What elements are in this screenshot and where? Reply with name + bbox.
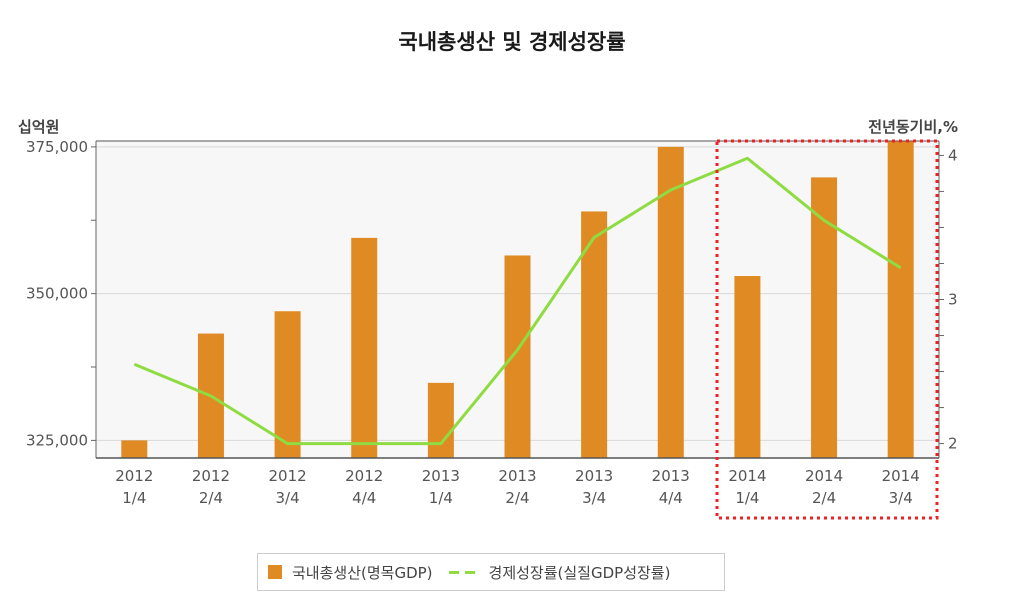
legend: 국내총생산(명목GDP) 경제성장률(실질GDP성장률) [257,553,725,591]
x-tick-label-quarter: 1/4 [735,489,759,507]
highlight-box [715,139,939,520]
gdp-bar [427,382,454,458]
x-tick-label-quarter: 3/4 [889,489,913,507]
x-tick-label-year: 2012 [192,467,230,485]
gdp-bar [274,311,301,458]
x-tick-label-quarter: 3/4 [276,489,300,507]
left-axis-tick-label: 325,000 [26,431,88,449]
x-tick-label-year: 2012 [115,467,153,485]
left-axis-labels: 325,000 350,000 375,000 [26,138,88,450]
gdp-bar [351,237,378,458]
x-tick-label-year: 2013 [422,467,460,485]
right-axis-tick-label: 4 [948,146,958,164]
x-tick-label-quarter: 1/4 [429,489,453,507]
legend-bar-swatch [268,565,282,579]
left-axis-tick-label: 350,000 [26,285,88,303]
x-tick-label-year: 2013 [498,467,536,485]
x-tick-label-year: 2012 [268,467,306,485]
x-tick-label-year: 2013 [652,467,690,485]
x-tick-label-quarter: 1/4 [122,489,146,507]
x-tick-label-quarter: 2/4 [812,489,836,507]
x-tick-label-quarter: 2/4 [199,489,223,507]
left-axis-tick-label: 375,000 [26,138,88,156]
gdp-chart: 십억원 전년동기비,% 2012 1/4 2012 2/4 2012 3/4 2012 4/4… [18,118,958,520]
x-tick-label-quarter: 2/4 [505,489,529,507]
x-tick-label-year: 2014 [728,467,766,485]
right-axis-labels: 2 3 4 [948,146,958,452]
left-axis-title: 십억원 [18,118,59,136]
legend-line-swatch [448,570,481,574]
legend-line-label: 경제성장률(실질GDP성장률) [488,563,671,582]
x-tick-label-quarter: 4/4 [352,489,376,507]
axes [91,140,944,459]
x-tick-label-quarter: 3/4 [582,489,606,507]
line-series [133,156,902,446]
gdp-bar [887,141,914,458]
gdp-bar [734,276,761,458]
bar-series [121,141,914,459]
right-axis-tick-label: 3 [948,291,958,309]
right-axis-title: 전년동기비,% [868,118,958,136]
x-tick-label-year: 2014 [805,467,843,485]
x-tick-label-quarter: 4/4 [659,489,683,507]
gdp-bar [121,440,148,458]
x-axis-labels: 2012 1/4 2012 2/4 2012 3/4 2012 4/4 2013 1/4 2013 2… [115,467,920,507]
x-tick-label-year: 2012 [345,467,383,485]
legend-bar-label: 국내총생산(명목GDP) [292,563,433,582]
chart-title: 국내총생산 및 경제성장률 [398,30,626,54]
gdp-bar [657,146,684,459]
gdp-bar [504,255,531,458]
x-tick-label-year: 2014 [882,467,920,485]
x-tick-label-year: 2013 [575,467,613,485]
right-axis-tick-label: 2 [948,435,958,453]
